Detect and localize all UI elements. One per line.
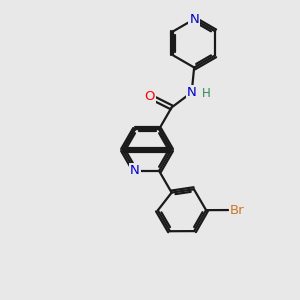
Text: H: H xyxy=(202,87,211,100)
Text: N: N xyxy=(187,86,196,99)
Text: N: N xyxy=(189,13,199,26)
Text: O: O xyxy=(144,90,154,103)
Text: N: N xyxy=(130,164,140,177)
Text: Br: Br xyxy=(230,203,244,217)
